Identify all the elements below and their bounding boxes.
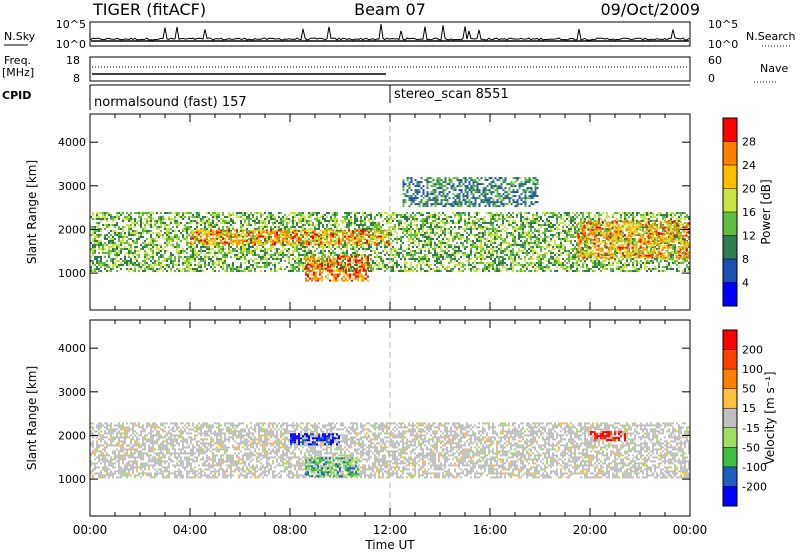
nave-label: Nave [760,62,788,75]
nsky-tick-top: 10^5 [56,18,86,31]
colorbar-tick-label: 20 [742,183,756,196]
nsky-trace [90,24,690,42]
nsearch-tick-bottom: 10^0 [708,38,738,51]
colorbar-swatch [723,427,737,448]
colorbar-tick-label: 50 [742,383,756,396]
colorbar-tick-label: 24 [742,159,756,172]
colorbar-swatch [723,447,737,467]
colorbar-swatch [723,188,737,212]
freq-tick-top: 18 [66,54,80,67]
nave-tick-bottom: 0 [708,72,715,85]
colorbar-tick-label: 8 [742,253,749,266]
colorbar-frame [722,329,738,507]
colorbar-swatch [723,165,737,189]
cpid-program-1: normalsound (fast) 157 [94,95,247,110]
nsky-label: N.Sky [4,30,36,43]
time-axis-labels: 00:00 04:00 08:00 12:00 16:00 20:00 00:00 [73,523,708,537]
power-colorbar: 4 8 12 16 20 24 28 [722,117,756,307]
velocity-colorbar-label: Velocity [m s⁻¹] [763,371,777,464]
nave-tick-top: 60 [708,54,722,67]
cpid-label: CPID [2,89,31,102]
colorbar-swatch [723,212,737,236]
colorbar-tick-label: -200 [742,480,767,493]
time-tick-label: 08:00 [273,523,308,537]
y-tick-label: 3000 [58,386,86,399]
y-tick-label: 3000 [58,180,86,193]
colorbar-swatch [723,388,737,409]
colorbar-swatch [723,486,737,506]
velocity-colorbar: 200 100 50 15 -15 -50 -100 -200 [722,329,767,507]
power-panel: 1000 2000 3000 4000 Slant Range [km] 4 8 12 16… [25,113,773,311]
colorbar-swatch [723,141,737,165]
velocity-heatmap [90,422,690,479]
velocity-panel: 1000 2000 3000 4000 Slant Range [km] 200 100… [25,319,777,517]
power-x-ticks [89,114,691,310]
freq-label-1: Freq. [4,54,31,67]
freq-label-2: [MHz] [2,66,34,79]
colorbar-swatch [723,330,737,350]
power-y-axis: 1000 2000 3000 4000 [58,136,690,280]
time-tick-label: 00:00 [73,523,108,537]
beam-title: Beam 07 [354,0,426,19]
colorbar-swatch [723,282,737,306]
colorbar-swatch [723,259,737,283]
colorbar-swatch [723,118,737,142]
colorbar-tick-label: 15 [742,402,756,415]
cpid-program-2: stereo_scan 8551 [394,87,509,102]
y-tick-label: 4000 [58,342,86,355]
velocity-ylabel: Slant Range [km] [25,366,39,470]
colorbar-tick-label: 28 [742,136,756,149]
y-tick-label: 1000 [58,473,86,486]
y-tick-label: 4000 [58,136,86,149]
nsky-panel: N.Sky 10^5 10^0 10^5 10^0 N.Search [4,18,796,51]
cpid-panel: CPID normalsound (fast) 157 stereo_scan … [2,84,690,110]
freq-tick-bottom: 8 [73,72,80,85]
y-tick-label: 1000 [58,267,86,280]
velocity-x-ticks [89,320,691,516]
colorbar-swatch [723,349,737,370]
power-colorbar-label: Power [dB] [759,179,773,244]
time-tick-label: 04:00 [173,523,208,537]
colorbar-tick-label: -50 [742,441,760,454]
colorbar-tick-label: 4 [742,277,749,290]
power-heatmap [90,177,690,282]
radar-title: TIGER (fitACF) [92,0,206,19]
colorbar-swatch [723,369,737,389]
colorbar-tick-label: 12 [742,230,756,243]
velocity-y-axis: 1000 2000 3000 4000 [58,342,690,486]
time-tick-label: 00:00 [673,523,708,537]
nsearch-label: N.Search [746,30,796,43]
colorbar-swatch [723,235,737,259]
colorbar-tick-label: -15 [742,422,760,435]
colorbar-swatch [723,408,737,428]
colorbar-tick-label: 100 [742,363,763,376]
nsearch-tick-top: 10^5 [708,18,738,31]
colorbar-swatch [723,466,737,487]
time-tick-label: 12:00 [373,523,408,537]
time-axis-label: Time UT [364,538,415,552]
date-title: 09/Oct/2009 [600,0,700,19]
colorbar-tick-label: 16 [742,206,756,219]
time-tick-label: 16:00 [473,523,508,537]
y-tick-label: 2000 [58,223,86,236]
colorbar-tick-label: -100 [742,461,767,474]
y-tick-label: 2000 [58,429,86,442]
time-tick-label: 20:00 [573,523,608,537]
nsky-tick-bottom: 10^0 [56,38,86,51]
colorbar-tick-label: 200 [742,344,763,357]
freq-panel: Freq. [MHz] 18 8 60 0 Nave [2,54,788,85]
power-ylabel: Slant Range [km] [25,160,39,264]
